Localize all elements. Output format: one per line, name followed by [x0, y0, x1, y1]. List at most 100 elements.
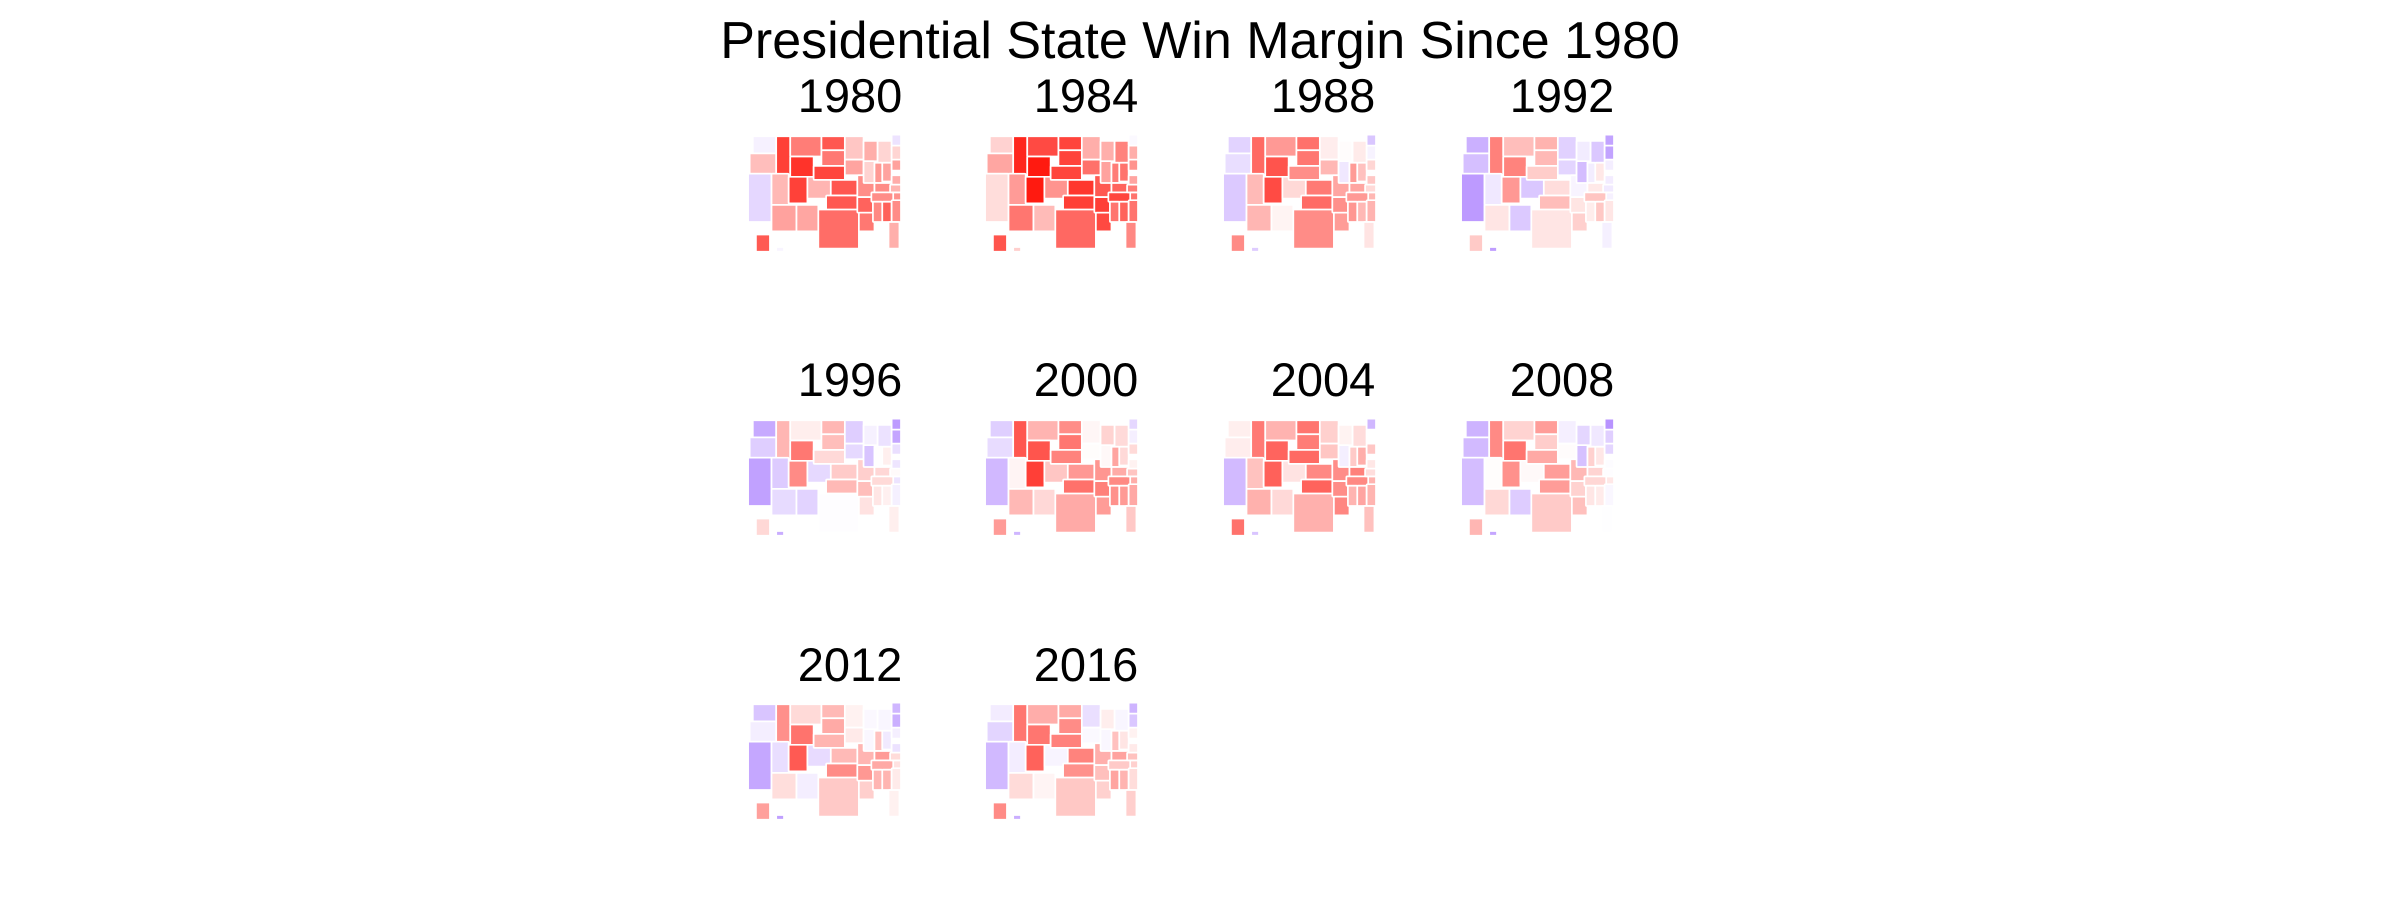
state-id-1988: [1250, 135, 1267, 178]
state-fl-2008: [1600, 505, 1614, 534]
state-wy-2016: [1026, 723, 1052, 746]
state-ms-1980: [872, 200, 884, 223]
state-ne6-1984: [1127, 133, 1139, 147]
state-ca-1992: [1460, 172, 1486, 223]
state-ak-2012: [755, 801, 771, 821]
state-al-1984: [1118, 200, 1130, 223]
state-ca-1988: [1222, 172, 1248, 223]
state-mt-2000: [1026, 419, 1060, 442]
state-in-1992: [1586, 161, 1597, 184]
state-ga-2004: [1365, 483, 1377, 507]
state-wy-2000: [1026, 439, 1052, 462]
state-az-2000: [1007, 488, 1035, 517]
state-ks-1992: [1542, 179, 1572, 197]
state-wy-1988: [1264, 155, 1290, 178]
state-ok-2008: [1538, 478, 1572, 495]
state-ny-2008: [1603, 428, 1615, 445]
state-ms-2008: [1585, 484, 1597, 507]
state-ok-1992: [1538, 194, 1572, 211]
state-ga-2008: [1603, 483, 1615, 507]
state-in-1996: [873, 445, 884, 468]
state-nc-1988: [1364, 183, 1377, 194]
state-ia-1992: [1556, 158, 1578, 177]
state-ak-1988: [1230, 233, 1246, 253]
state-ms-2000: [1109, 484, 1121, 507]
state-oh-1996: [881, 445, 893, 467]
state-ms-1992: [1585, 200, 1597, 223]
state-nc-2004: [1364, 467, 1377, 478]
state-mi-2004: [1351, 424, 1368, 448]
state-mi-1980: [876, 140, 893, 164]
state-nm-1984: [1032, 204, 1057, 233]
state-wy-1996: [789, 439, 815, 462]
state-ak-1980: [755, 233, 771, 253]
state-ut-1992: [1500, 175, 1522, 205]
state-nv-1984: [1007, 172, 1027, 206]
state-in-1980: [873, 161, 884, 184]
state-sd-1984: [1057, 149, 1083, 167]
state-ak-1992: [1468, 233, 1484, 253]
state-mn-2008: [1556, 419, 1578, 445]
state-wy-2004: [1264, 439, 1290, 462]
state-ut-1996: [787, 459, 809, 489]
state-ga-2000: [1127, 483, 1139, 507]
state-nc-2008: [1602, 467, 1615, 478]
state-az-2004: [1245, 488, 1273, 517]
state-fl-1992: [1600, 221, 1614, 250]
state-ny-2012: [890, 712, 902, 729]
state-al-2000: [1118, 484, 1130, 507]
state-ok-2004: [1300, 478, 1334, 495]
state-nd-2008: [1533, 419, 1559, 436]
state-tx-2016: [1054, 776, 1097, 818]
figure-title: Presidential State Win Margin Since 1980: [720, 12, 1680, 70]
state-va-1988: [1365, 174, 1377, 186]
state-wi-2004: [1337, 424, 1354, 447]
state-wa-2000: [988, 419, 1015, 439]
state-ok-1980: [825, 194, 859, 211]
state-va-2012: [890, 742, 902, 754]
state-ga-1988: [1365, 199, 1377, 223]
state-ny-2000: [1127, 428, 1139, 445]
state-nm-1980: [795, 204, 820, 233]
state-ga-1992: [1603, 199, 1615, 223]
state-ks-1988: [1304, 179, 1334, 197]
state-wa-2008: [1464, 419, 1491, 439]
state-ga-2012: [890, 767, 902, 791]
state-id-2012: [775, 703, 792, 746]
state-wy-1992: [1502, 155, 1528, 178]
state-fl-1980: [887, 221, 901, 250]
state-oh-1988: [1356, 161, 1368, 183]
us-map-1992: [1460, 133, 1615, 253]
state-ga-1996: [890, 483, 902, 507]
state-fl-2000: [1124, 505, 1138, 534]
state-wy-2008: [1502, 439, 1528, 462]
state-nv-2016: [1007, 740, 1027, 774]
panel-label-1996: 1996: [797, 353, 903, 406]
state-pa-1988: [1365, 158, 1377, 172]
state-ne6-1992: [1603, 133, 1615, 147]
state-ia-2016: [1080, 726, 1102, 745]
state-ga-1984: [1127, 199, 1139, 223]
panel-label-1984: 1984: [1033, 69, 1139, 122]
state-ne6-2004: [1365, 417, 1377, 431]
state-ms-2016: [1109, 768, 1121, 791]
panel-label-2008: 2008: [1509, 353, 1615, 406]
state-id-2000: [1012, 419, 1029, 462]
state-mt-2012: [789, 703, 823, 726]
state-mi-1984: [1113, 140, 1130, 164]
state-ia-2000: [1080, 442, 1102, 461]
state-wy-1980: [789, 155, 815, 178]
state-in-2016: [1110, 729, 1121, 752]
state-ms-2004: [1347, 484, 1359, 507]
state-ut-1988: [1262, 175, 1284, 205]
state-oh-2012: [881, 729, 893, 751]
state-nc-1984: [1126, 183, 1139, 194]
state-nv-1980: [770, 172, 790, 206]
state-mi-1992: [1589, 140, 1606, 164]
state-or-2012: [748, 720, 778, 743]
state-pa-2000: [1127, 442, 1139, 456]
state-nm-1992: [1508, 204, 1533, 233]
us-map-1988: [1222, 133, 1377, 253]
state-il-1980: [862, 160, 876, 184]
state-sc-1984: [1129, 191, 1139, 202]
